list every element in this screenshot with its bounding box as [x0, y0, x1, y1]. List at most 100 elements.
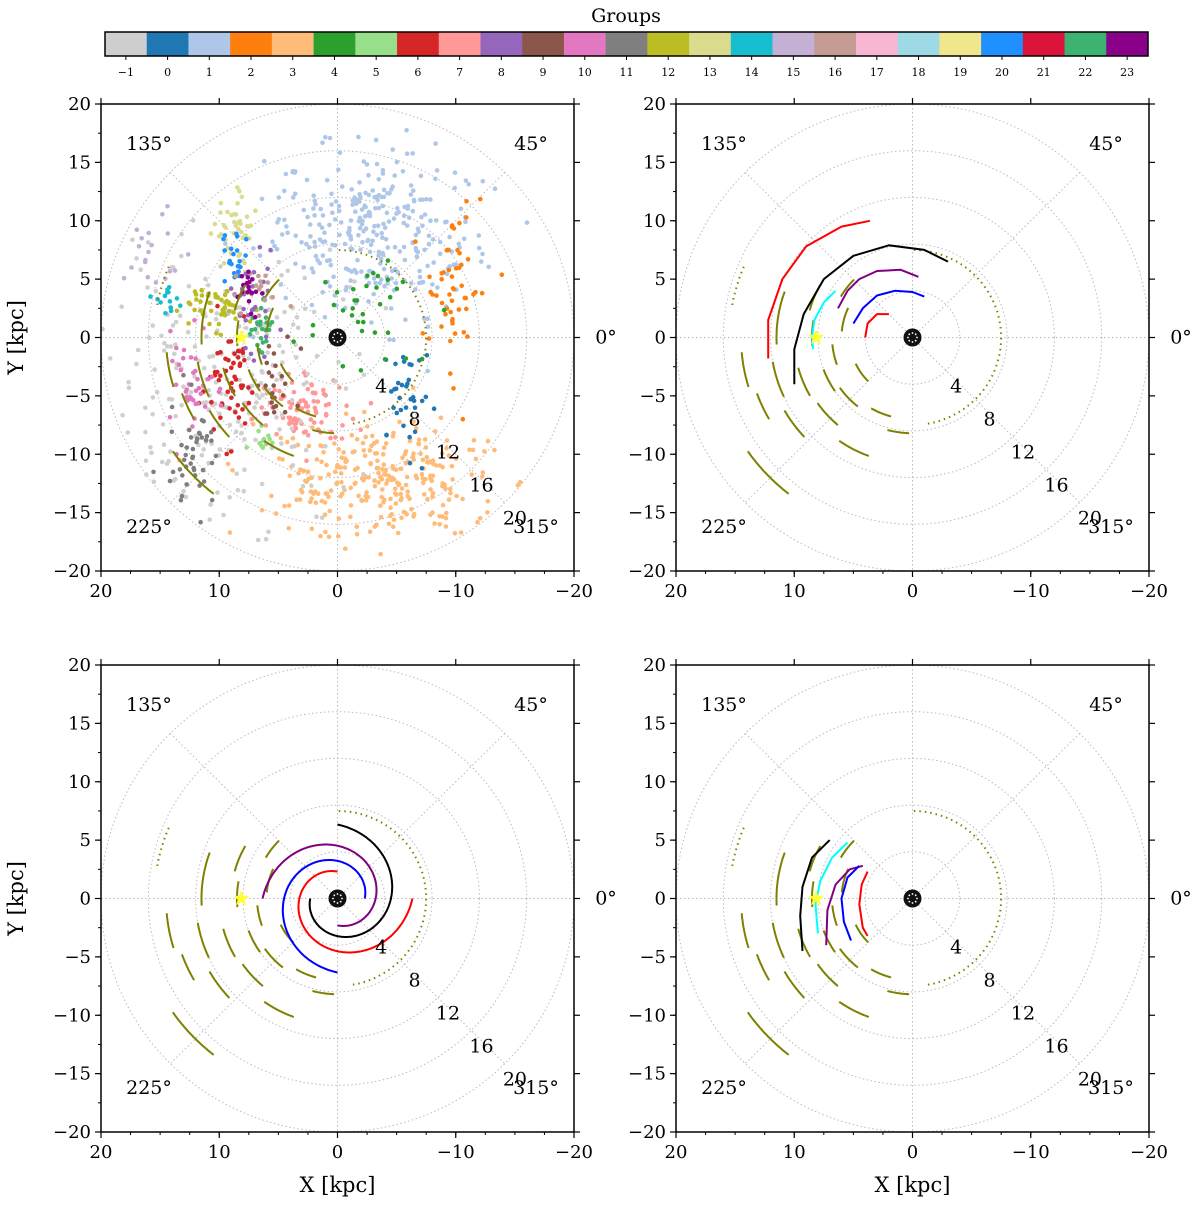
source-point [228, 339, 234, 344]
source-point [125, 430, 131, 435]
source-point [150, 412, 155, 417]
source-point [225, 209, 230, 215]
source-point [209, 438, 214, 444]
colorbar-tick-label: 8 [498, 66, 505, 79]
source-point [333, 378, 338, 384]
source-point [337, 208, 342, 214]
y-tick-label: −10 [53, 1005, 91, 1026]
angle-label-225: 225° [126, 516, 172, 538]
source-point [434, 168, 440, 173]
source-point [323, 135, 328, 140]
source-point [246, 299, 252, 304]
x-tick-label: 20 [665, 581, 688, 602]
source-point [428, 512, 433, 517]
source-point [243, 253, 248, 258]
source-point [167, 414, 173, 420]
source-point [435, 285, 440, 290]
source-point [263, 423, 269, 428]
arm-segment-olive [208, 410, 231, 438]
source-point [257, 244, 263, 250]
source-point [222, 312, 228, 318]
source-point [243, 345, 248, 351]
source-point [323, 443, 328, 449]
source-point [340, 364, 346, 369]
arm-segment-olive [771, 922, 785, 959]
source-point [236, 269, 241, 274]
source-point [247, 332, 253, 337]
arm-fit-blue [840, 865, 861, 941]
source-point [361, 471, 366, 477]
source-point [456, 241, 462, 247]
center-dot [332, 897, 334, 900]
radius-label: 16 [1044, 475, 1068, 497]
source-point [159, 333, 164, 339]
source-point [145, 240, 151, 245]
angle-label-225: 225° [126, 1077, 172, 1099]
x-tick-label: 10 [783, 1142, 806, 1163]
arm-segment-olive [265, 307, 275, 332]
source-point [218, 415, 223, 421]
sun-marker [233, 329, 250, 345]
source-point [178, 497, 184, 503]
source-point [340, 184, 345, 189]
source-point [337, 385, 342, 390]
radius-label: 4 [950, 376, 962, 398]
source-point [251, 306, 256, 312]
source-point [448, 490, 453, 496]
source-point [376, 253, 381, 258]
source-point [354, 270, 359, 276]
x-tick-label: 20 [665, 1142, 688, 1163]
source-point [428, 289, 433, 295]
radius-label: 20 [1078, 508, 1102, 530]
source-point [327, 247, 333, 252]
sun-marker [808, 890, 825, 906]
source-point [354, 436, 360, 442]
source-point [321, 450, 326, 455]
source-point [274, 315, 280, 320]
y-tick-label: −5 [64, 386, 91, 407]
source-point [444, 271, 450, 277]
source-point [239, 423, 244, 428]
source-point [172, 351, 177, 357]
source-point [196, 385, 202, 391]
source-point [442, 482, 447, 488]
source-point [370, 188, 376, 193]
source-point [237, 304, 243, 310]
source-point [398, 491, 404, 497]
source-point [345, 230, 351, 235]
arm-segment-olive [196, 922, 210, 959]
radius-label: 8 [409, 970, 421, 992]
source-point [410, 208, 416, 214]
source-point [250, 277, 255, 282]
source-point [248, 351, 254, 357]
source-point [179, 253, 184, 259]
source-point [247, 279, 252, 285]
source-point [253, 283, 259, 288]
source-point [217, 386, 223, 392]
source-point [417, 268, 422, 274]
source-point [348, 246, 354, 251]
source-point [178, 303, 183, 309]
source-point [374, 232, 380, 238]
source-point [228, 449, 234, 454]
x-tick-label: 20 [90, 581, 113, 602]
source-point [302, 275, 308, 281]
source-point [407, 460, 413, 466]
source-point [437, 463, 443, 468]
source-point [430, 458, 436, 464]
source-point [434, 293, 439, 298]
source-point [248, 311, 254, 317]
source-point [376, 480, 381, 485]
source-point [319, 420, 324, 425]
source-point [443, 524, 449, 529]
x-tick-label: −10 [1012, 1142, 1050, 1163]
source-point [227, 258, 233, 264]
source-point [337, 232, 342, 238]
arm-segment-olive [263, 439, 295, 457]
colorbar-cell [647, 32, 690, 56]
source-point [266, 529, 271, 535]
y-tick-label: −15 [53, 1064, 91, 1085]
spiral-arm-purple [261, 843, 378, 927]
source-point [228, 246, 234, 252]
center-dot [339, 339, 342, 342]
